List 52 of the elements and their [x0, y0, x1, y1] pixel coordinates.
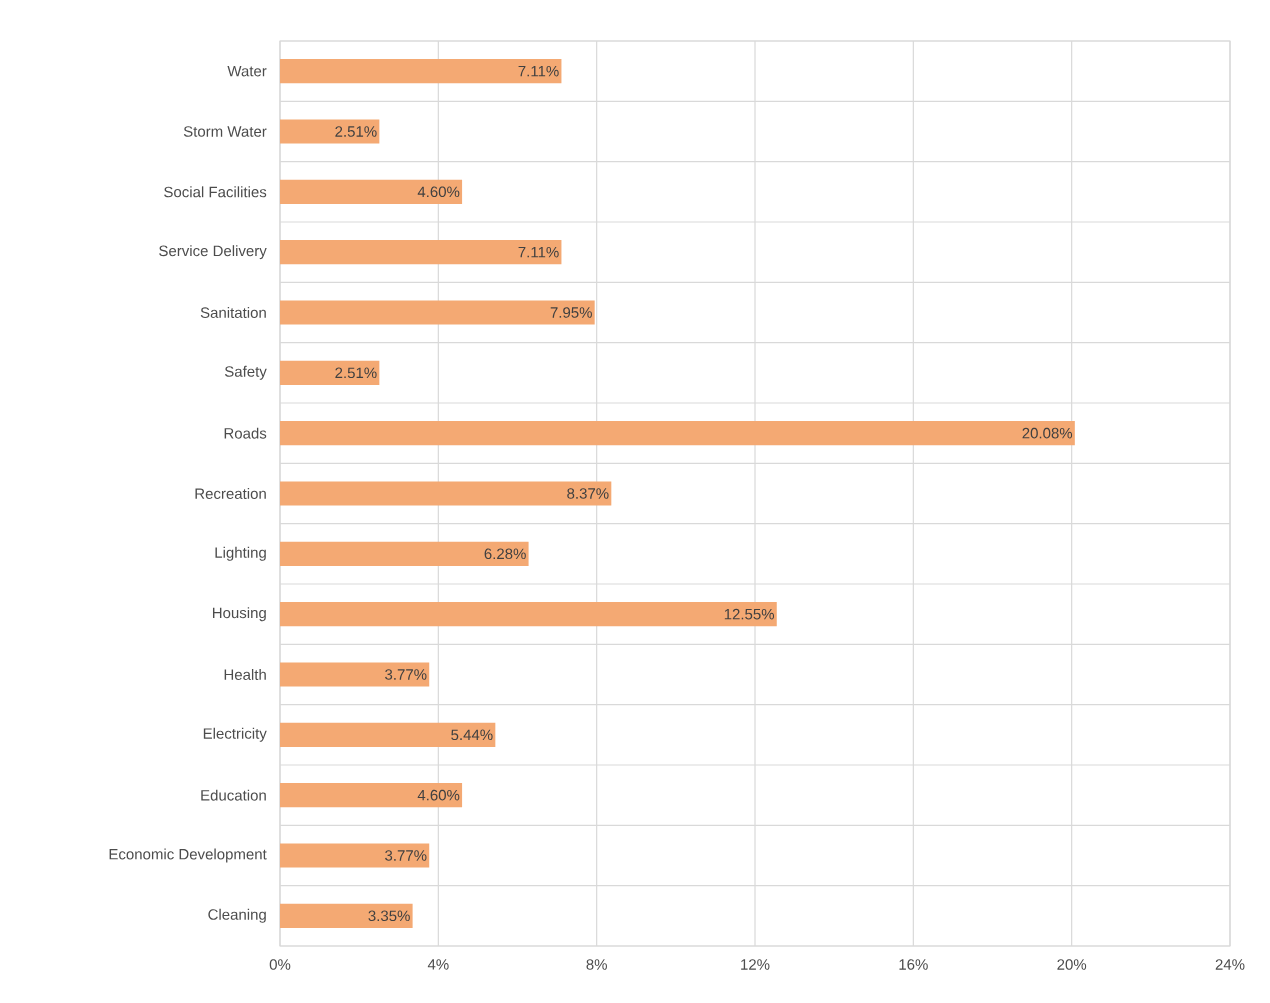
bar — [280, 843, 430, 868]
data-label: 7.11% — [518, 65, 559, 77]
x-tick-label: 20% — [1057, 959, 1087, 970]
data-label: 8.37% — [567, 488, 609, 499]
data-label: 20.08% — [1022, 427, 1073, 439]
y-tick-label: Housing — [212, 607, 266, 622]
data-label: 2.51% — [335, 126, 377, 137]
data-label: 7.11% — [518, 246, 559, 258]
bar — [280, 722, 496, 747]
bar — [280, 903, 413, 928]
data-label: 4.60% — [417, 186, 460, 198]
x-tick-label: 24% — [1215, 959, 1245, 970]
bar — [280, 481, 612, 506]
y-tick-label: Service Delivery — [159, 245, 267, 260]
data-label: 4.60% — [417, 789, 460, 801]
y-tick-label: Electricity — [203, 727, 267, 742]
bar — [280, 662, 430, 687]
x-tick-label: 4% — [427, 959, 449, 970]
bar — [280, 300, 595, 325]
y-tick-label: Social Facilities — [164, 186, 267, 198]
bar — [280, 360, 380, 385]
y-tick-label: Sanitation — [200, 306, 266, 318]
x-tick-label: 12% — [741, 959, 770, 970]
x-tick-label: 0% — [269, 959, 291, 970]
data-label: 3.77% — [385, 850, 427, 861]
bar — [280, 541, 529, 566]
data-label: 7.95% — [550, 307, 592, 318]
data-label: 5.44% — [451, 729, 493, 741]
x-tick-label: 8% — [586, 959, 607, 970]
y-tick-label: Storm Water — [183, 126, 267, 137]
x-tick-label: 16% — [899, 959, 928, 970]
bar — [280, 240, 562, 265]
y-tick-label: Recreation — [195, 487, 266, 499]
data-label: 2.51% — [335, 367, 377, 379]
bar — [280, 783, 463, 808]
y-tick-label: Economic Development — [109, 848, 267, 863]
y-tick-label: Cleaning — [208, 908, 266, 923]
data-label: 3.35% — [368, 910, 410, 922]
data-label: 6.28% — [484, 548, 526, 560]
bar — [280, 421, 1075, 446]
bar — [280, 119, 380, 144]
y-tick-label: Safety — [224, 365, 267, 380]
y-tick-label: Lighting — [215, 546, 266, 561]
bar — [280, 59, 562, 84]
y-tick-label: Health — [224, 668, 266, 680]
bar — [280, 179, 463, 204]
data-label: 12.55% — [724, 608, 775, 620]
bar — [280, 602, 777, 627]
y-tick-label: Education — [201, 789, 266, 801]
data-label: 3.77% — [385, 669, 427, 680]
y-tick-label: Water — [227, 65, 267, 77]
y-tick-label: Roads — [224, 427, 267, 439]
